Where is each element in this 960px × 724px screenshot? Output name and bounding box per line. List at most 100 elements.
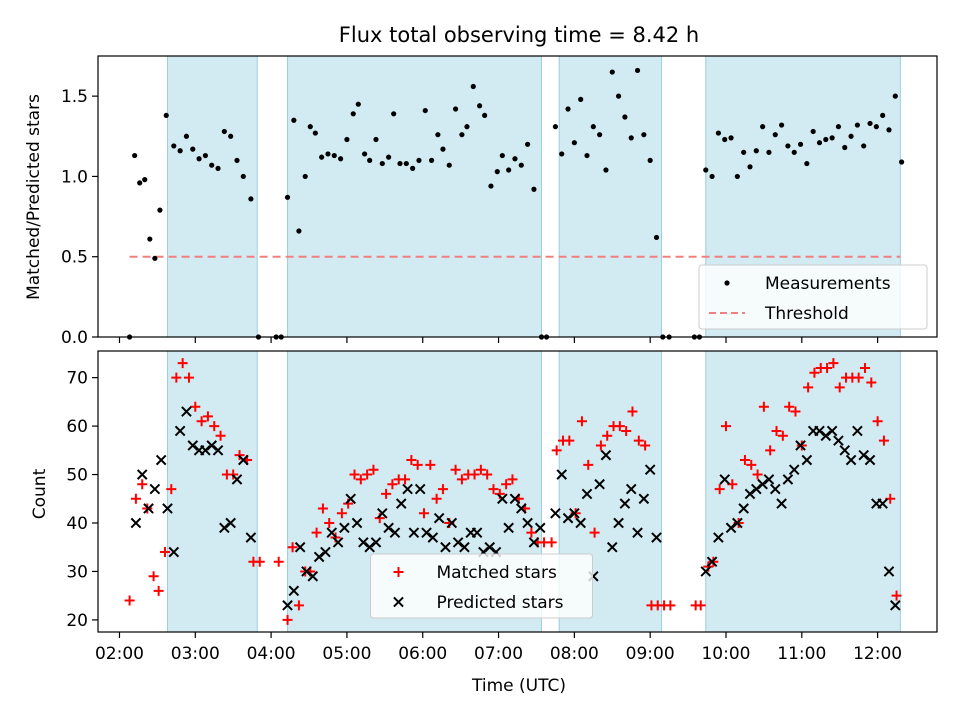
y-tick-label: 20 bbox=[66, 611, 88, 631]
matched-stars-point bbox=[177, 358, 188, 369]
predicted-stars-point bbox=[619, 498, 631, 509]
predicted-stars-point bbox=[168, 546, 180, 558]
predicted-stars-point bbox=[776, 498, 787, 509]
predicted-stars-point bbox=[187, 440, 199, 451]
y-tick-label: 0.5 bbox=[61, 248, 88, 268]
measurements-point bbox=[435, 132, 441, 138]
measurements-point bbox=[177, 148, 183, 154]
y-tick-label: 70 bbox=[66, 369, 88, 389]
predicted-stars-series bbox=[130, 406, 901, 611]
predicted-stars-point bbox=[200, 445, 211, 456]
matched-stars-point bbox=[891, 590, 902, 601]
predicted-stars-point bbox=[395, 498, 407, 509]
predicted-stars-point bbox=[769, 483, 781, 495]
predicted-stars-point bbox=[130, 517, 142, 529]
predicted-stars-point bbox=[613, 517, 624, 529]
predicted-stars-point bbox=[864, 454, 876, 466]
x-tick-label: 10:00 bbox=[701, 644, 750, 664]
legend-measurements-swatch bbox=[724, 280, 730, 286]
measurements-point bbox=[373, 136, 379, 143]
matched-stars-point bbox=[215, 430, 226, 441]
measurements-point bbox=[778, 122, 785, 128]
matched-stars-point bbox=[148, 571, 159, 582]
predicted-stars-point bbox=[301, 566, 312, 577]
matched-stars-point bbox=[124, 595, 135, 606]
matched-stars-point bbox=[853, 372, 864, 383]
matched-stars-point bbox=[633, 435, 644, 446]
y-tick-label: 1.5 bbox=[61, 87, 88, 107]
matched-stars-point bbox=[282, 614, 293, 625]
measurements-point bbox=[296, 228, 302, 234]
measurements-point bbox=[452, 106, 459, 112]
measurements-point bbox=[747, 164, 753, 170]
predicted-stars-point bbox=[484, 541, 496, 553]
y-tick-label: 0.0 bbox=[61, 328, 88, 348]
predicted-stars-point bbox=[294, 541, 306, 553]
predicted-stars-point bbox=[421, 527, 432, 538]
matched-stars-point bbox=[130, 493, 141, 504]
x-axis-label: Time (UTC) bbox=[471, 676, 566, 696]
x-tick-label: 03:00 bbox=[171, 644, 220, 664]
matched-stars-point bbox=[400, 474, 411, 485]
predicted-stars-point bbox=[358, 537, 369, 548]
measurements-point bbox=[634, 67, 641, 74]
measurements-point bbox=[873, 124, 879, 130]
predicted-stars-point bbox=[757, 478, 768, 490]
matched-stars-point bbox=[475, 464, 486, 475]
y-tick-label: 40 bbox=[66, 514, 88, 534]
predicted-stars-point bbox=[383, 522, 394, 534]
measurements-point bbox=[362, 151, 368, 157]
measurements-point bbox=[584, 152, 590, 159]
matched-stars-point bbox=[695, 600, 706, 611]
matched-stars-point bbox=[771, 425, 782, 436]
measurements-point bbox=[760, 124, 766, 130]
measurements-point bbox=[397, 160, 403, 167]
predicted-stars-point bbox=[212, 445, 224, 456]
predicted-stars-point bbox=[155, 454, 167, 466]
predicted-stars-point bbox=[515, 503, 527, 514]
measurements-point bbox=[525, 141, 531, 147]
measurements-point bbox=[291, 117, 297, 123]
measurements-point bbox=[653, 234, 660, 241]
predicted-stars-point bbox=[845, 454, 857, 466]
measurements-point bbox=[446, 162, 452, 168]
measurements-point bbox=[715, 130, 722, 136]
measurements-point bbox=[615, 93, 622, 99]
measurements-point bbox=[552, 124, 559, 130]
matched-stars-point bbox=[469, 469, 480, 480]
matched-stars-point bbox=[777, 430, 788, 441]
legend-label: Predicted stars bbox=[437, 593, 564, 613]
matched-stars-point bbox=[765, 445, 776, 456]
y-tick-label: 30 bbox=[66, 562, 88, 582]
matched-stars-point bbox=[551, 445, 562, 456]
predicted-stars-point bbox=[738, 503, 749, 514]
measurements-point bbox=[482, 112, 488, 119]
measurements-point bbox=[772, 132, 778, 138]
predicted-stars-point bbox=[889, 600, 901, 611]
predicted-stars-point bbox=[326, 527, 338, 538]
predicted-stars-point bbox=[376, 507, 388, 519]
predicted-stars-point bbox=[713, 532, 724, 543]
predicted-stars-point bbox=[206, 440, 218, 451]
measurements-point bbox=[416, 157, 422, 163]
matched-stars-series bbox=[124, 358, 902, 625]
predicted-stars-point bbox=[282, 600, 293, 611]
measurements-point bbox=[410, 165, 416, 171]
measurements-point bbox=[861, 143, 867, 149]
measurements-point bbox=[142, 177, 148, 183]
predicted-stars-point bbox=[332, 537, 344, 548]
count-panel: 20 30 40 50 60 70 02:00 03:00 04:00 05:00 06:00 07:… bbox=[66, 350, 938, 664]
predicted-stars-point bbox=[433, 512, 445, 524]
measurements-point bbox=[325, 151, 331, 157]
measurements-point bbox=[171, 143, 177, 149]
measurements-point bbox=[367, 157, 373, 163]
predicted-stars-point bbox=[594, 478, 605, 490]
x-tick-label: 02:00 bbox=[95, 644, 144, 664]
measurements-point bbox=[312, 130, 318, 136]
matched-stars-point bbox=[368, 464, 379, 475]
matched-stars-point bbox=[501, 479, 512, 490]
predicted-stars-point bbox=[339, 522, 350, 534]
measurements-point bbox=[741, 149, 747, 155]
